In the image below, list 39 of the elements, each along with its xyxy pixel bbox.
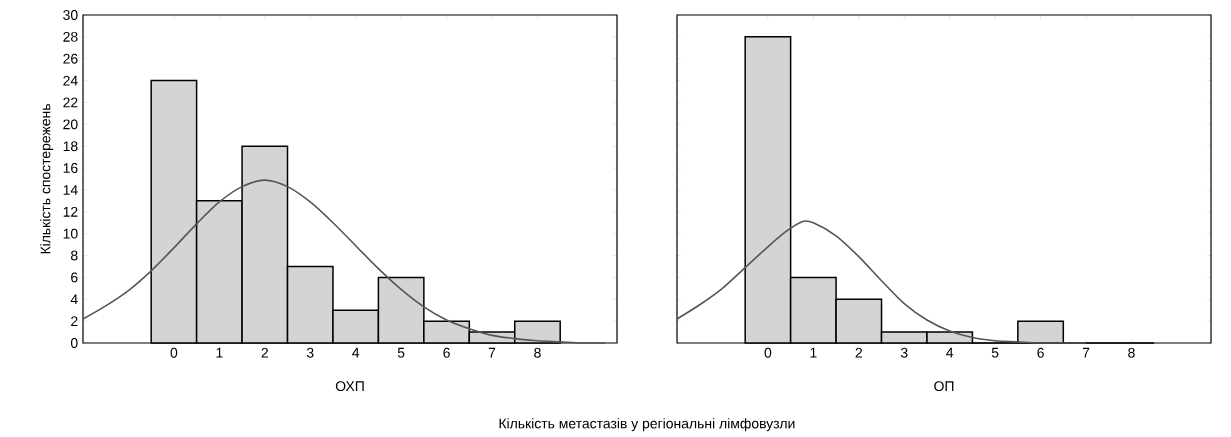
x-tick-label: 3 [900, 347, 908, 358]
y-tick-label: 30 [63, 10, 78, 20]
y-tick-label: 20 [63, 119, 78, 130]
y-tick-label: 16 [63, 163, 78, 174]
y-tick-label: 18 [63, 141, 78, 152]
x-tick-label: 0 [170, 347, 178, 358]
x-axis-title: ОХП [335, 381, 364, 392]
y-tick-label: 12 [63, 206, 78, 217]
x-tick-label: 0 [764, 347, 772, 358]
x-tick-label: 4 [946, 347, 954, 358]
x-tick-label: 4 [352, 347, 360, 358]
y-tick-label: 28 [63, 31, 78, 42]
x-tick-label: 8 [534, 347, 541, 358]
line-series [82, 179, 607, 344]
y-tick-label: 10 [63, 228, 78, 239]
y-tick-label: 24 [63, 75, 78, 86]
x-tick-label: 3 [306, 347, 314, 358]
x-axis-title: ОП [934, 381, 954, 392]
x-tick-label: 1 [810, 347, 817, 358]
y-tick-label: 8 [71, 250, 78, 261]
y-tick-label: 4 [70, 294, 78, 305]
y-tick-label: 2 [71, 316, 78, 326]
x-tick-label: 6 [1037, 347, 1044, 358]
x-tick-label: 2 [261, 347, 268, 358]
y-axis-title: Кількість спостережень [40, 104, 54, 254]
y-tick-label: 0 [70, 338, 78, 348]
y-tick-label: 14 [63, 185, 78, 195]
x-tick-label: 1 [216, 347, 223, 358]
x-tick-label: 5 [991, 347, 999, 358]
x-tick-label: 5 [397, 347, 405, 358]
y-tick-label: 22 [63, 97, 78, 108]
y-tick-label: 6 [71, 272, 78, 283]
x-tick-label: 7 [1082, 347, 1090, 358]
y-tick-label: 26 [63, 53, 78, 64]
x-tick-label: 7 [488, 347, 496, 358]
x-tick-label: 6 [443, 347, 450, 358]
text: Кількість метастазів у регіональні лімфовузли [499, 418, 795, 432]
x-tick-label: 2 [855, 347, 862, 358]
x-tick-label: 8 [1128, 347, 1135, 358]
